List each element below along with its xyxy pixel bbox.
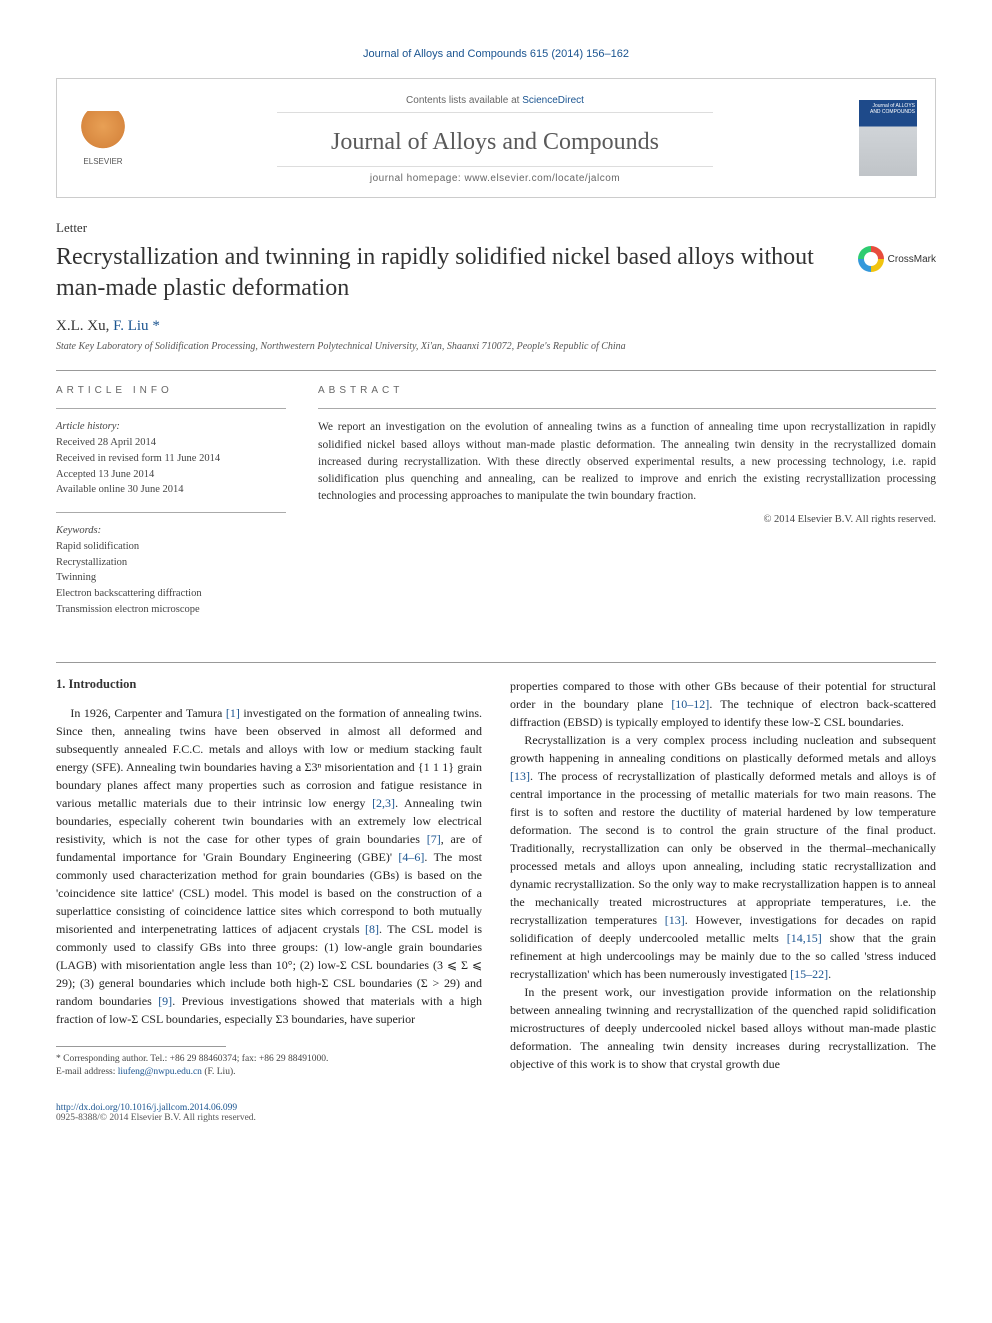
keyword: Electron backscattering diffraction [56, 586, 286, 602]
cover-title-text: Journal of ALLOYS AND COMPOUNDS [861, 104, 915, 115]
ref-link[interactable]: [15–22] [790, 967, 828, 981]
crossmark-icon [858, 246, 884, 272]
article-title: Recrystallization and twinning in rapidl… [56, 242, 838, 304]
body-col-1: In 1926, Carpenter and Tamura [1] invest… [56, 704, 482, 1028]
affiliation: State Key Laboratory of Solidification P… [56, 341, 936, 352]
received-date: Received 28 April 2014 [56, 435, 286, 451]
corresponding-author[interactable]: F. Liu [113, 318, 148, 334]
article-info-label: ARTICLE INFO [56, 385, 286, 396]
section-divider [56, 662, 936, 663]
ref-link[interactable]: [2,3] [372, 796, 395, 810]
body-text: In 1926, Carpenter and Tamura [70, 706, 225, 720]
corr-tel-fax: * Corresponding author. Tel.: +86 29 884… [56, 1053, 482, 1066]
keywords-block: Keywords: Rapid solidification Recrystal… [56, 523, 286, 618]
homepage-label: journal homepage: [370, 173, 465, 184]
meta-divider [318, 408, 936, 409]
crossmark-label: CrossMark [888, 254, 936, 265]
body-col-2: properties compared to those with other … [510, 677, 936, 1073]
elsevier-logo: ELSEVIER [75, 106, 131, 170]
email-link[interactable]: liufeng@nwpu.edu.cn [118, 1067, 202, 1077]
history-label: Article history: [56, 419, 286, 435]
accepted-date: Accepted 13 June 2014 [56, 467, 286, 483]
authors-line: X.L. Xu, F. Liu * [56, 318, 936, 335]
keyword: Twinning [56, 570, 286, 586]
ref-link[interactable]: [13] [510, 769, 530, 783]
email-suffix: (F. Liu). [202, 1067, 236, 1077]
contents-available-text: Contents lists available at ScienceDirec… [277, 95, 714, 113]
body-text: . [828, 967, 831, 981]
issn-copyright: 0925-8388/© 2014 Elsevier B.V. All right… [56, 1113, 936, 1123]
body-text: investigated on the formation of anneali… [56, 706, 482, 810]
abstract-label: ABSTRACT [318, 385, 936, 396]
journal-masthead: ELSEVIER Contents lists available at Sci… [56, 78, 936, 198]
contents-prefix: Contents lists available at [406, 95, 522, 106]
crossmark-badge[interactable]: CrossMark [858, 246, 936, 272]
keywords-label: Keywords: [56, 523, 286, 539]
ref-link[interactable]: [8] [365, 922, 379, 936]
homepage-url[interactable]: www.elsevier.com/locate/jalcom [465, 173, 621, 184]
section-divider [56, 370, 936, 371]
keyword: Rapid solidification [56, 539, 286, 555]
article-type: Letter [56, 220, 936, 236]
ref-link[interactable]: [1] [226, 706, 240, 720]
corresponding-author-footnote: * Corresponding author. Tel.: +86 29 884… [56, 1053, 482, 1080]
keyword: Transmission electron microscope [56, 602, 286, 618]
footer-bar: http://dx.doi.org/10.1016/j.jallcom.2014… [56, 1103, 936, 1123]
body-text: In the present work, our investigation p… [510, 985, 936, 1071]
abstract-text: We report an investigation on the evolut… [318, 419, 936, 505]
intro-heading: 1. Introduction [56, 677, 482, 692]
body-text: Recrystallization is a very complex proc… [510, 733, 936, 765]
author-1: X.L. Xu, [56, 318, 113, 334]
journal-homepage: journal homepage: www.elsevier.com/locat… [277, 166, 714, 184]
footnote-separator [56, 1046, 226, 1047]
doi-link[interactable]: http://dx.doi.org/10.1016/j.jallcom.2014… [56, 1103, 936, 1113]
abstract-copyright: © 2014 Elsevier B.V. All rights reserved… [318, 514, 936, 525]
ref-link[interactable]: [13] [665, 913, 685, 927]
sciencedirect-link[interactable]: ScienceDirect [522, 95, 584, 106]
ref-link[interactable]: [10–12] [671, 697, 709, 711]
article-history: Article history: Received 28 April 2014 … [56, 419, 286, 498]
corr-marker: * [152, 318, 160, 334]
revised-date: Received in revised form 11 June 2014 [56, 451, 286, 467]
ref-link[interactable]: [4–6] [398, 850, 424, 864]
citation-header: Journal of Alloys and Compounds 615 (201… [56, 48, 936, 60]
journal-cover-thumbnail: Journal of ALLOYS AND COMPOUNDS [859, 100, 917, 176]
ref-link[interactable]: [14,15] [787, 931, 822, 945]
meta-divider [56, 408, 286, 409]
online-date: Available online 30 June 2014 [56, 482, 286, 498]
body-text: . The process of recrystallization of pl… [510, 769, 936, 927]
meta-divider [56, 512, 286, 513]
elsevier-tree-icon [81, 111, 125, 155]
keyword: Recrystallization [56, 555, 286, 571]
email-label: E-mail address: [56, 1067, 118, 1077]
ref-link[interactable]: [9] [158, 994, 172, 1008]
elsevier-label: ELSEVIER [83, 157, 122, 166]
ref-link[interactable]: [7] [427, 832, 441, 846]
journal-title: Journal of Alloys and Compounds [131, 129, 859, 156]
